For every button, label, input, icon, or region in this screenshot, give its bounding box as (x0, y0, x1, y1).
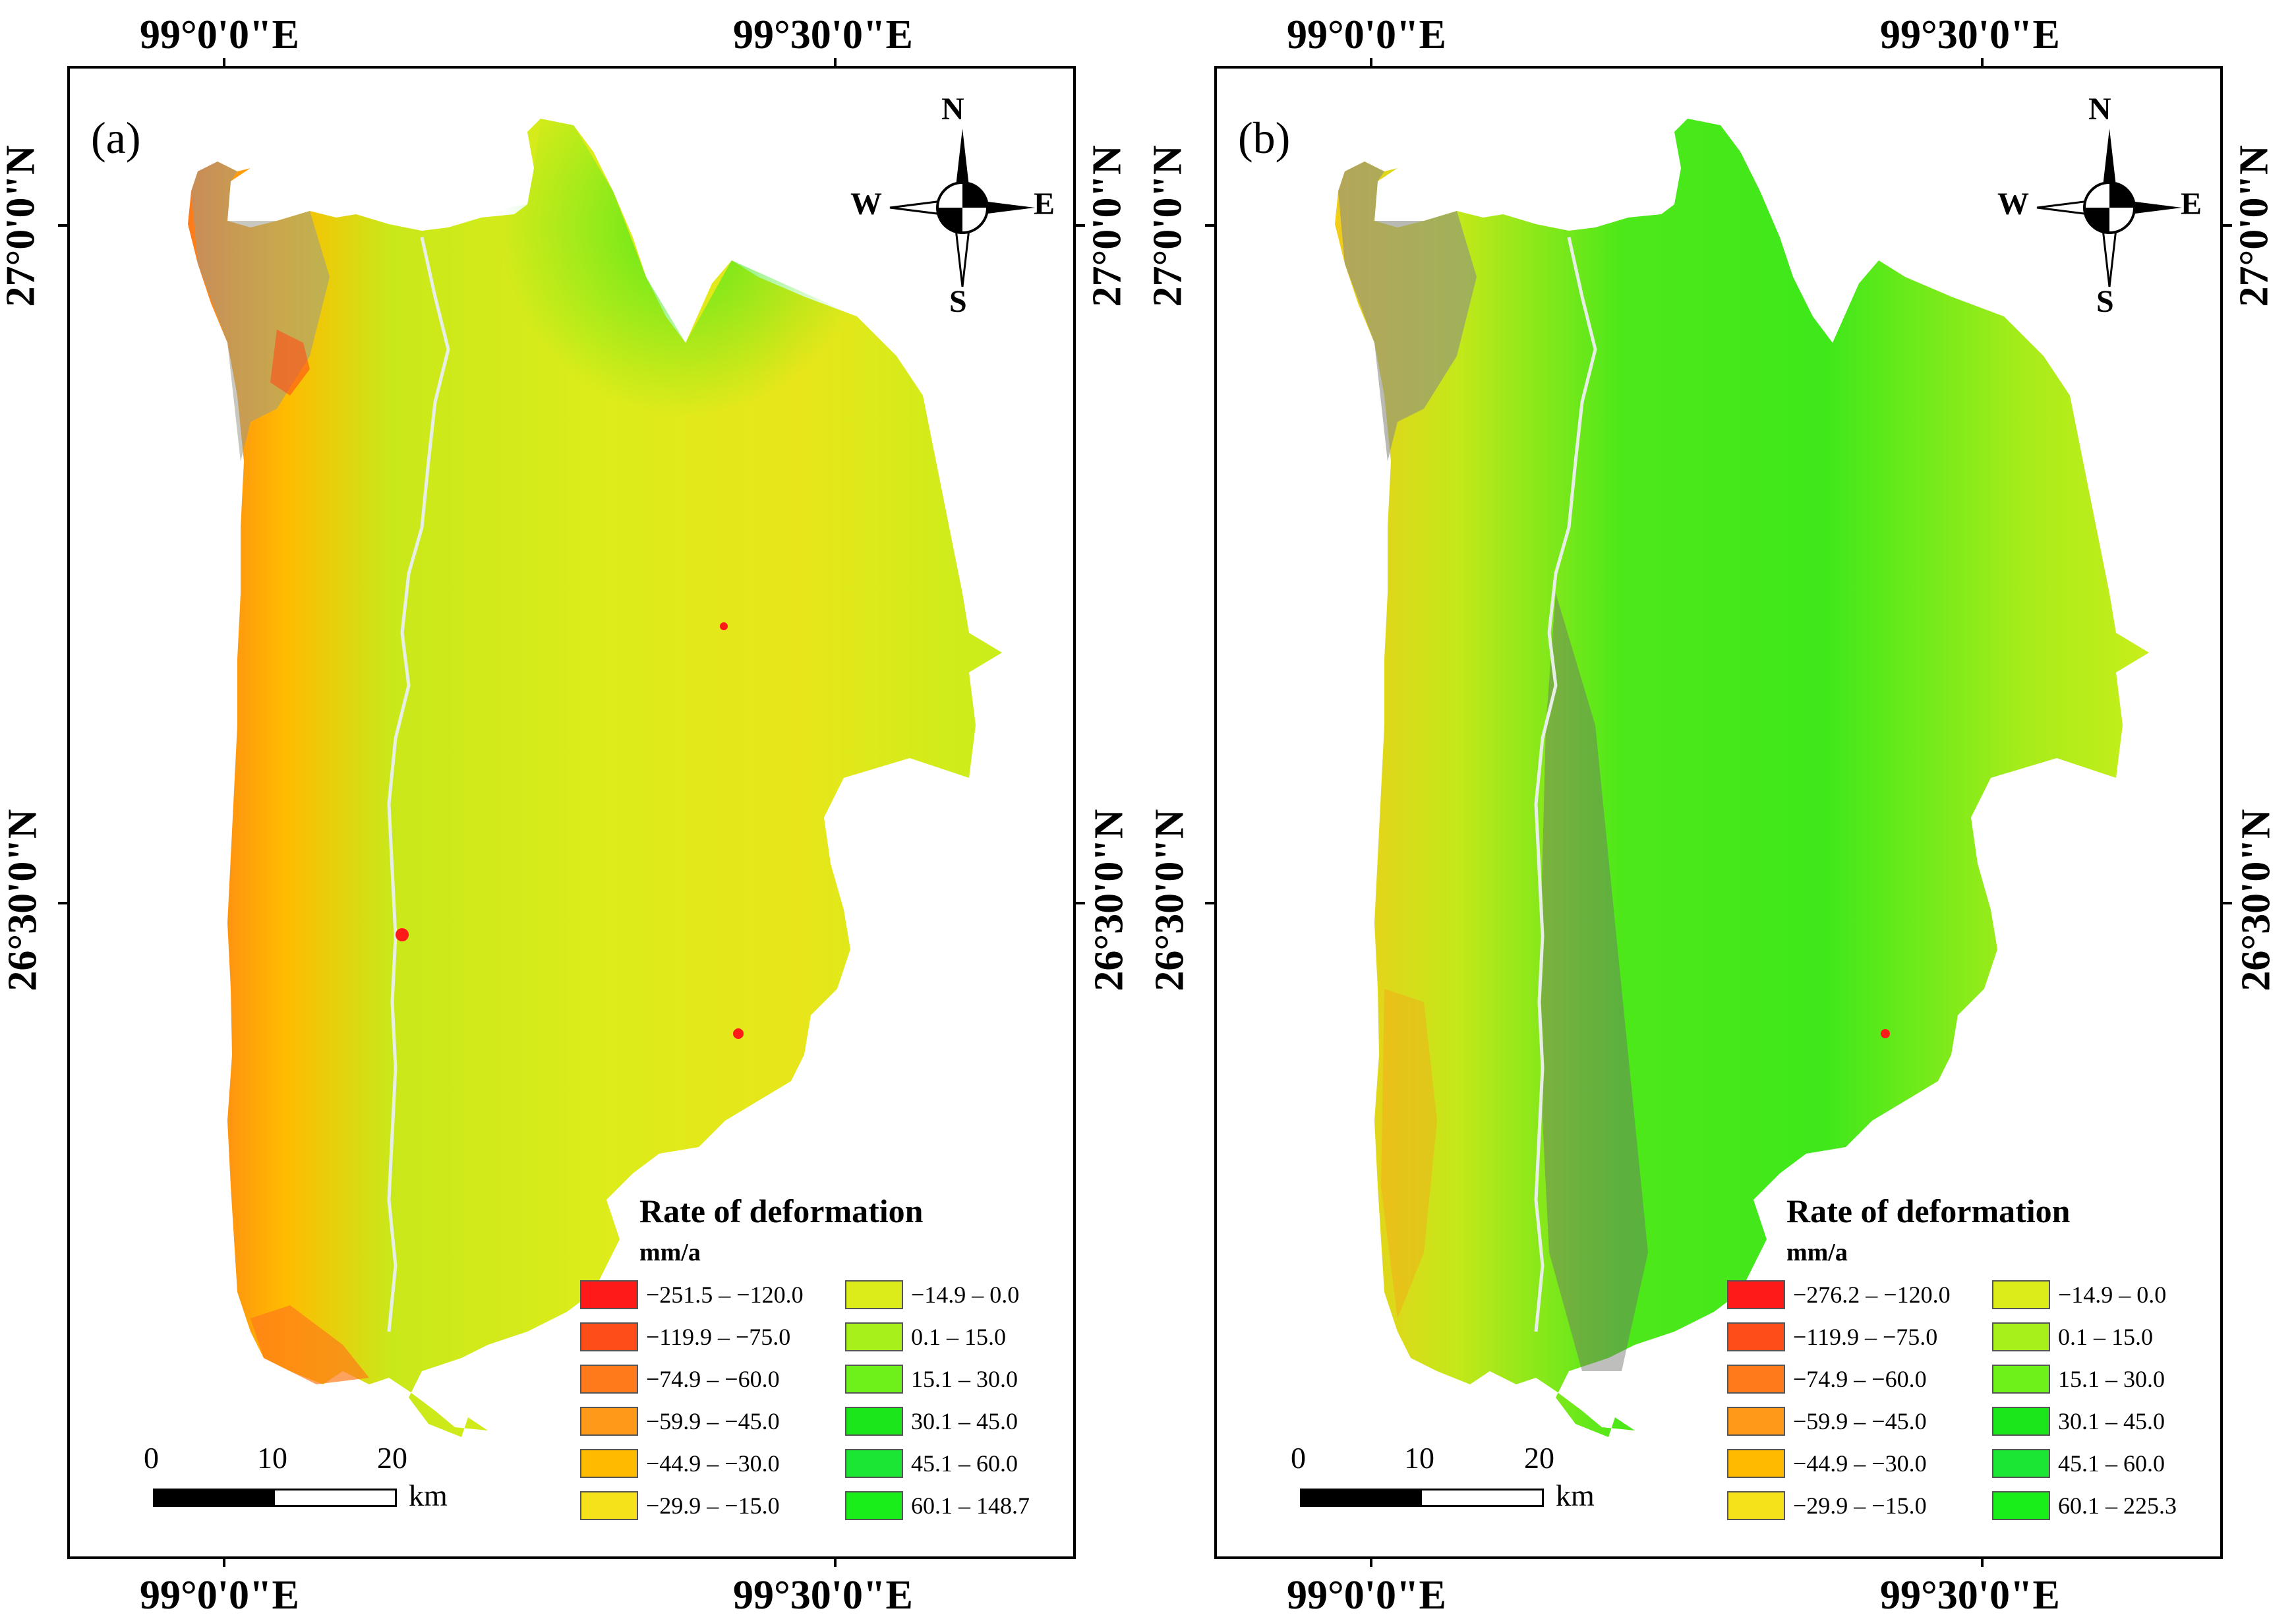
tick (58, 902, 69, 904)
red-patch (250, 1305, 369, 1384)
legend-item: −74.9 – −60.0 (580, 1363, 780, 1395)
tick (2222, 224, 2232, 227)
terrain-grey-nw (1338, 162, 1477, 461)
map-frame (1214, 66, 2223, 1559)
scale-10: 10 (1404, 1441, 1434, 1475)
legend-item: −44.9 – −30.0 (580, 1448, 780, 1479)
legend-item: −251.5 – −120.0 (580, 1279, 804, 1311)
tick (1981, 58, 1984, 69)
legend-item: −29.9 – −15.0 (580, 1490, 780, 1521)
panel-label: (a) (91, 113, 141, 163)
legend-item: 45.1 – 60.0 (845, 1448, 1018, 1479)
scale-bar (1300, 1489, 1544, 1507)
compass-e: E (2181, 187, 2202, 221)
legend-item: 0.1 – 15.0 (845, 1321, 1006, 1353)
legend-item: 15.1 – 30.0 (1992, 1363, 2165, 1395)
compass-n: N (2088, 92, 2111, 127)
top-lon-right: 99°30'0"E (733, 13, 913, 57)
legend-item: 60.1 – 225.3 (1992, 1490, 2177, 1521)
river (387, 237, 450, 1332)
legend-title: Rate of deformation (1786, 1193, 2071, 1229)
scale-10: 10 (257, 1441, 287, 1475)
panel-label: (b) (1238, 113, 1291, 163)
legend-item: 30.1 – 45.0 (1992, 1405, 2165, 1437)
legend-item: −14.9 – 0.0 (1992, 1279, 2166, 1311)
tick (1205, 224, 1216, 227)
deformation-map-a (188, 119, 1002, 1437)
legend-item: 45.1 – 60.0 (1992, 1448, 2165, 1479)
bottom-lon-right: 99°30'0"E (1880, 1573, 2060, 1618)
legend-item: 30.1 – 45.0 (845, 1405, 1018, 1437)
north-arrow-icon (2036, 129, 2182, 287)
tick (1205, 902, 1216, 904)
legend-item: −119.9 – −75.0 (1727, 1321, 1937, 1353)
legend-title: Rate of deformation (639, 1193, 924, 1229)
region-shape-green (396, 119, 923, 659)
legend-unit: mm/a (639, 1239, 701, 1266)
tick (1370, 58, 1372, 69)
compass-s: S (949, 284, 967, 319)
tick (1981, 1556, 1984, 1567)
legend-unit: mm/a (1786, 1239, 1848, 1266)
scale-20: 20 (377, 1441, 407, 1475)
legend-item: −119.9 – −75.0 (580, 1321, 790, 1353)
tick (1074, 902, 1085, 904)
scale-20: 20 (1524, 1441, 1554, 1475)
compass-w: W (850, 187, 882, 221)
top-lon-left: 99°0'0"E (140, 13, 299, 57)
scale-0: 0 (1291, 1441, 1306, 1475)
red-spot (733, 1028, 744, 1039)
legend-item: −276.2 – −120.0 (1727, 1279, 1951, 1311)
scale-unit: km (1556, 1479, 1595, 1512)
red-patch (270, 330, 310, 396)
river (1534, 237, 1597, 1332)
compass-e: E (1034, 187, 1055, 221)
legend-item: 60.1 – 148.7 (845, 1490, 1030, 1521)
legend-item: −59.9 – −45.0 (580, 1405, 780, 1437)
scale-0: 0 (144, 1441, 159, 1475)
tick (223, 58, 225, 69)
orange-patch (1381, 989, 1437, 1318)
compass-w: W (1997, 187, 2029, 221)
tick (58, 224, 69, 227)
legend-item: −74.9 – −60.0 (1727, 1363, 1927, 1395)
bottom-lon-right: 99°30'0"E (733, 1573, 913, 1618)
region-shape (1335, 119, 2149, 1437)
panel-b: 99°0'0"E 99°30'0"E 99°0'0"E 99°30'0"E 27… (1146, 0, 2294, 1623)
north-arrow-icon (889, 129, 1035, 287)
tick (834, 58, 837, 69)
deformation-map-b (1335, 119, 2149, 1437)
tick (223, 1556, 225, 1567)
top-lon-right: 99°30'0"E (1880, 13, 2060, 57)
legend-item: 0.1 – 15.0 (1992, 1321, 2153, 1353)
tick (1074, 224, 1085, 227)
bottom-lon-left: 99°0'0"E (1287, 1573, 1446, 1618)
tick (1370, 1556, 1372, 1567)
tick (2222, 902, 2232, 904)
top-lon-left: 99°0'0"E (1287, 13, 1446, 57)
legend-item: −59.9 – −45.0 (1727, 1405, 1927, 1437)
compass-s: S (2096, 284, 2114, 319)
legend-item: −29.9 – −15.0 (1727, 1490, 1927, 1521)
legend-item: −14.9 – 0.0 (845, 1279, 1019, 1311)
terrain-grey-nw (191, 162, 330, 461)
scale-unit: km (409, 1479, 448, 1512)
tick (834, 1556, 837, 1567)
scale-bar (153, 1489, 397, 1507)
legend-item: 15.1 – 30.0 (845, 1363, 1018, 1395)
compass-n: N (941, 92, 964, 127)
red-spot (1881, 1029, 1890, 1038)
legend-item: −44.9 – −30.0 (1727, 1448, 1927, 1479)
terrain-grey-ridge (1539, 593, 1648, 1371)
bottom-lon-left: 99°0'0"E (140, 1573, 299, 1618)
red-spot (396, 928, 409, 941)
red-spot (720, 622, 728, 630)
panel-a: 99°0'0"E 99°30'0"E 99°0'0"E 99°30'0"E 27… (0, 0, 1147, 1623)
map-frame (67, 66, 1076, 1559)
